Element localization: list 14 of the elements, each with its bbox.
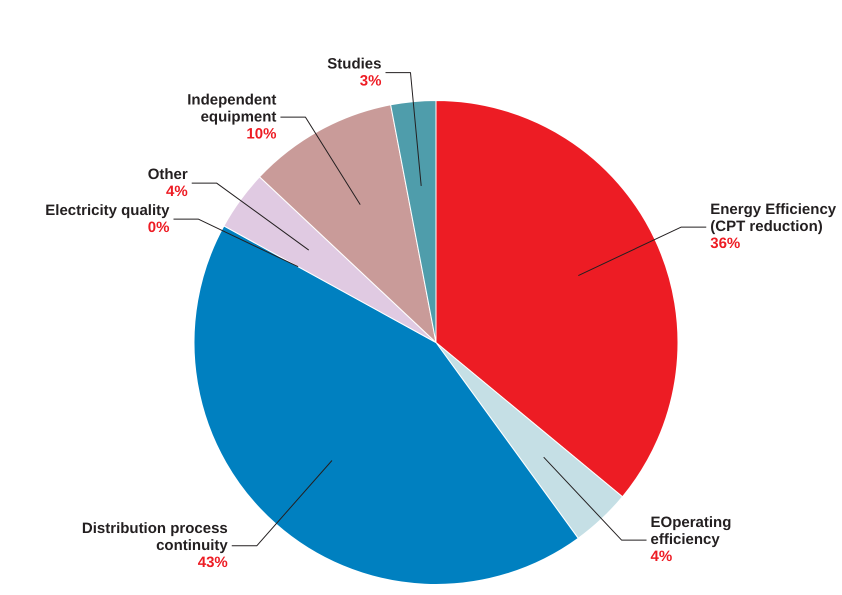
data-label: 10% xyxy=(246,125,276,142)
text: 0% xyxy=(148,218,170,236)
slice-label: Studies xyxy=(327,55,382,72)
data-label: 43% xyxy=(198,554,228,571)
category-label: Electricity quality xyxy=(45,202,170,219)
data-label: 4% xyxy=(650,548,672,566)
slice-label: Distribution process continuity xyxy=(82,520,228,554)
data-label: 36% xyxy=(710,235,740,252)
data-label: 3% xyxy=(360,72,382,90)
slice-label: Other xyxy=(148,166,188,183)
slice-label: EOperating efficiency xyxy=(650,514,732,548)
data-label: 4% xyxy=(166,182,188,200)
slice-label: Energy Efficiency (CPT reduction) xyxy=(710,201,837,236)
slice-label: Independent equipment xyxy=(187,91,276,126)
